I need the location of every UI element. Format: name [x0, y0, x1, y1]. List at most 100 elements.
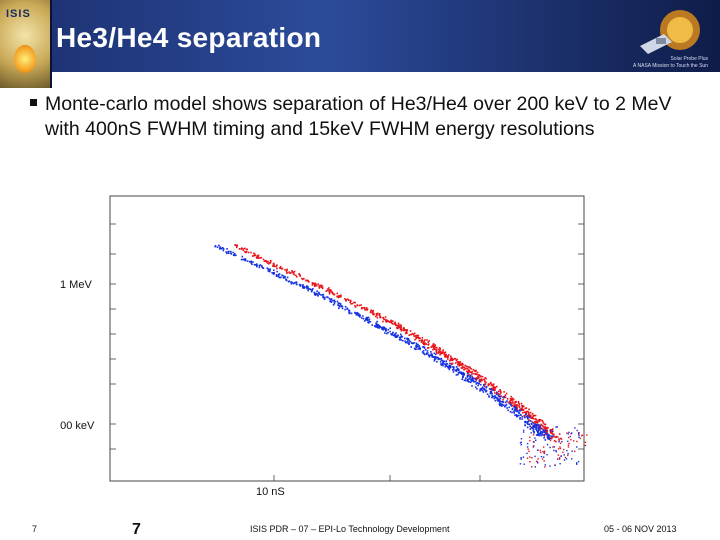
data-point-series-1 [378, 313, 381, 315]
data-point-series-2 [513, 410, 515, 413]
data-point-series-1 [428, 340, 431, 342]
logo-emblem-icon [14, 45, 36, 73]
data-point-series-1 [392, 320, 394, 322]
data-point-series-2 [497, 400, 499, 402]
data-point-series-2 [505, 404, 507, 407]
data-point-series-1 [256, 255, 259, 257]
data-point-series-1 [257, 254, 260, 257]
data-point-series-1 [394, 321, 396, 324]
data-point-series-2 [277, 273, 280, 276]
data-point-series-2 [400, 335, 403, 337]
data-point-series-1 [353, 301, 355, 304]
data-point-series-1 [538, 420, 541, 423]
data-point-series-2 [354, 312, 357, 315]
data-point-series-2 [444, 365, 447, 368]
data-point-series-2 [378, 326, 381, 328]
data-point-series-2 [262, 267, 264, 269]
data-point-series-1 [255, 256, 258, 258]
data-point-series-1 [538, 418, 541, 421]
data-point-series-2 [526, 426, 529, 429]
data-point-series-1 [417, 336, 419, 338]
data-point-series-1 [375, 315, 377, 318]
data-point-series-1 [474, 373, 477, 376]
data-point-series-2 [300, 284, 302, 286]
data-point-series-1 [259, 257, 261, 259]
data-point-series-2 [506, 407, 508, 409]
data-point-series-2 [355, 314, 358, 316]
data-point-series-1 [351, 302, 354, 305]
data-point-series-2 [250, 261, 252, 264]
data-point-series-1 [531, 412, 534, 415]
data-point-series-1 [441, 352, 444, 354]
data-point-series-2 [476, 382, 478, 384]
data-point-series-1 [311, 282, 314, 284]
data-point-series-1 [467, 366, 470, 368]
data-point-series-1 [257, 255, 260, 258]
data-point-series-2 [346, 308, 348, 310]
data-point-series-1 [308, 280, 310, 283]
data-point-series-2 [233, 252, 236, 255]
data-point-series-2 [240, 258, 243, 261]
data-point-series-2 [337, 304, 339, 306]
data-point-series-2 [422, 350, 425, 352]
data-point-series-2 [348, 311, 350, 313]
data-point-series-2 [527, 423, 529, 425]
chart-svg: 1 MeV 100 keV 10 nS [54, 195, 588, 498]
data-point-series-1 [387, 320, 389, 322]
data-point-series-2 [404, 337, 406, 340]
data-point-series-1 [549, 439, 552, 442]
data-point-series-1 [490, 384, 493, 387]
data-point-series-1 [573, 440, 575, 442]
data-point-series-2 [515, 407, 518, 410]
data-point-series-2 [295, 281, 298, 284]
data-point-series-1 [542, 428, 545, 431]
data-point-series-1 [463, 366, 466, 369]
data-point-series-2 [383, 326, 385, 329]
data-point-series-1 [439, 348, 442, 350]
data-point-series-1 [567, 454, 569, 457]
data-point-series-1 [517, 401, 520, 403]
data-point-series-2 [467, 380, 469, 383]
data-point-series-1 [558, 439, 561, 441]
data-point-series-2 [246, 260, 249, 262]
solar-probe-logo: Solar Probe Plus A NASA Mission to Touch… [620, 8, 714, 70]
data-point-series-2 [494, 396, 496, 398]
data-point-series-1 [550, 432, 552, 434]
data-point-series-2 [571, 450, 573, 452]
data-point-series-1 [318, 285, 321, 288]
data-point-series-2 [513, 406, 516, 408]
data-point-series-2 [526, 418, 529, 420]
data-point-series-2 [367, 321, 370, 323]
data-point-series-2 [532, 430, 535, 432]
data-point-series-2 [362, 315, 364, 317]
data-point-series-2 [514, 408, 516, 411]
data-point-series-1 [481, 375, 484, 378]
data-point-series-2 [333, 299, 336, 302]
data-point-series-1 [512, 398, 515, 401]
data-point-series-2 [375, 325, 378, 327]
data-point-series-2 [413, 347, 416, 350]
data-point-series-1 [476, 377, 478, 379]
data-point-series-1 [449, 359, 451, 362]
data-point-series-2 [452, 371, 455, 373]
data-point-series-2 [548, 438, 551, 440]
data-point-series-2 [537, 433, 539, 435]
data-point-series-2 [377, 324, 379, 326]
data-point-series-2 [463, 374, 465, 376]
data-point-series-1 [526, 410, 528, 413]
data-point-series-1 [507, 401, 509, 404]
data-point-series-1 [523, 411, 526, 413]
data-point-series-1 [400, 324, 402, 326]
data-point-series-2 [527, 414, 529, 417]
data-point-series-2 [391, 333, 393, 335]
data-point-series-1 [536, 420, 539, 423]
data-point-series-1 [445, 354, 447, 356]
data-point-series-2 [364, 320, 366, 322]
data-point-series-1 [399, 324, 401, 327]
data-point-series-1 [519, 408, 522, 410]
data-point-series-1 [490, 382, 492, 385]
data-point-series-2 [271, 272, 273, 274]
data-point-series-2 [359, 315, 361, 317]
data-point-series-2 [526, 452, 528, 455]
data-point-series-1 [307, 279, 309, 282]
